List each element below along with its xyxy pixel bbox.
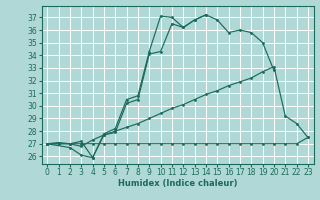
- X-axis label: Humidex (Indice chaleur): Humidex (Indice chaleur): [118, 179, 237, 188]
